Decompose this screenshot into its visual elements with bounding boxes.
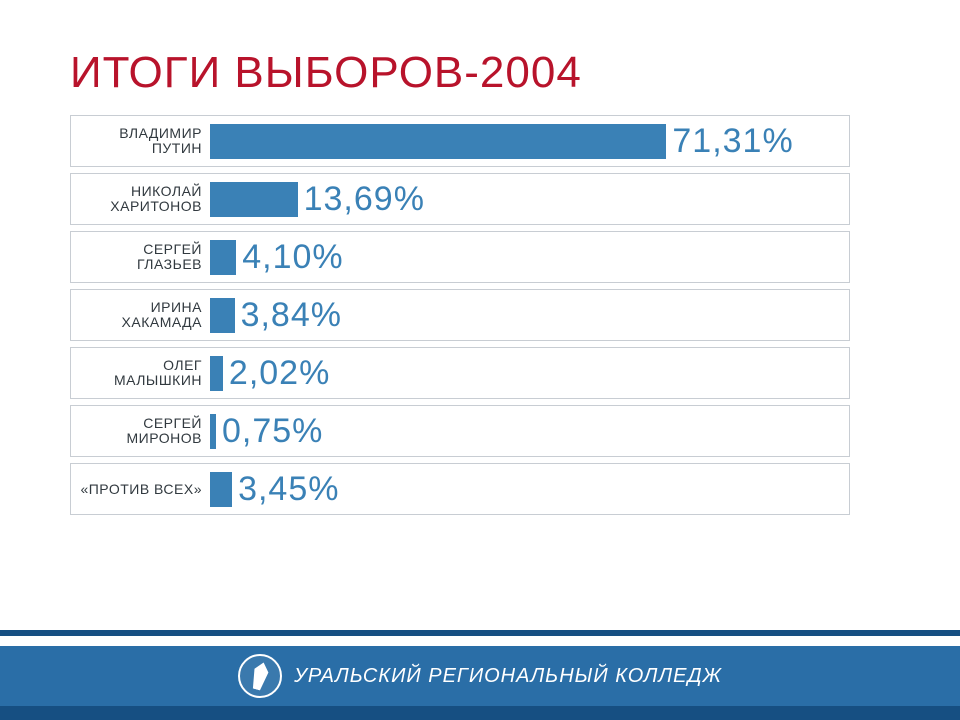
candidate-label: ОЛЕГМАЛЫШКИН: [70, 347, 210, 399]
logo-icon: [238, 654, 282, 698]
footer-band: УРАЛЬСКИЙ РЕГИОНАЛЬНЫЙ КОЛЛЕДЖ: [0, 646, 960, 706]
chart-row: СЕРГЕЙГЛАЗЬЕВ 4,10%: [70, 231, 850, 283]
chart-row: ОЛЕГМАЛЫШКИН 2,02%: [70, 347, 850, 399]
value-label: 3,84%: [241, 296, 342, 335]
candidate-label: ВЛАДИМИРПУТИН: [70, 115, 210, 167]
chart-row: «ПРОТИВ ВСЕХ» 3,45%: [70, 463, 850, 515]
bar-cell: 2,02%: [210, 347, 850, 399]
candidate-label: СЕРГЕЙГЛАЗЬЕВ: [70, 231, 210, 283]
bar: [210, 298, 235, 333]
value-label: 3,45%: [238, 470, 339, 509]
feather-icon: [248, 660, 273, 692]
bar-cell: 71,31%: [210, 115, 850, 167]
value-label: 4,10%: [242, 238, 343, 277]
footer-bottom: [0, 706, 960, 720]
candidate-label: НИКОЛАЙХАРИТОНОВ: [70, 173, 210, 225]
bar-cell: 13,69%: [210, 173, 850, 225]
chart-row: СЕРГЕЙМИРОНОВ 0,75%: [70, 405, 850, 457]
bar-cell: 0,75%: [210, 405, 850, 457]
value-label: 13,69%: [304, 180, 425, 219]
election-bar-chart: ВЛАДИМИРПУТИН 71,31% НИКОЛАЙХАРИТОНОВ 13,69…: [70, 115, 850, 521]
chart-row: ВЛАДИМИРПУТИН 71,31%: [70, 115, 850, 167]
candidate-label: ИРИНАХАКАМАДА: [70, 289, 210, 341]
value-label: 71,31%: [672, 122, 793, 161]
value-label: 0,75%: [222, 412, 323, 451]
bar-cell: 3,84%: [210, 289, 850, 341]
candidate-label: «ПРОТИВ ВСЕХ»: [70, 463, 210, 515]
org-name: УРАЛЬСКИЙ РЕГИОНАЛЬНЫЙ КОЛЛЕДЖ: [294, 665, 722, 688]
footer: УРАЛЬСКИЙ РЕГИОНАЛЬНЫЙ КОЛЛЕДЖ: [0, 630, 960, 720]
bar: [210, 356, 223, 391]
footer-gap: [0, 636, 960, 646]
candidate-label: СЕРГЕЙМИРОНОВ: [70, 405, 210, 457]
bar-cell: 4,10%: [210, 231, 850, 283]
chart-row: НИКОЛАЙХАРИТОНОВ 13,69%: [70, 173, 850, 225]
bar: [210, 414, 216, 449]
bar: [210, 124, 666, 159]
bar: [210, 240, 236, 275]
slide-title: ИТОГИ ВЫБОРОВ-2004: [70, 48, 582, 98]
chart-row: ИРИНАХАКАМАДА 3,84%: [70, 289, 850, 341]
value-label: 2,02%: [229, 354, 330, 393]
bar: [210, 182, 298, 217]
slide: ИТОГИ ВЫБОРОВ-2004 ВЛАДИМИРПУТИН 71,31% НИ…: [0, 0, 960, 720]
bar: [210, 472, 232, 507]
bar-cell: 3,45%: [210, 463, 850, 515]
